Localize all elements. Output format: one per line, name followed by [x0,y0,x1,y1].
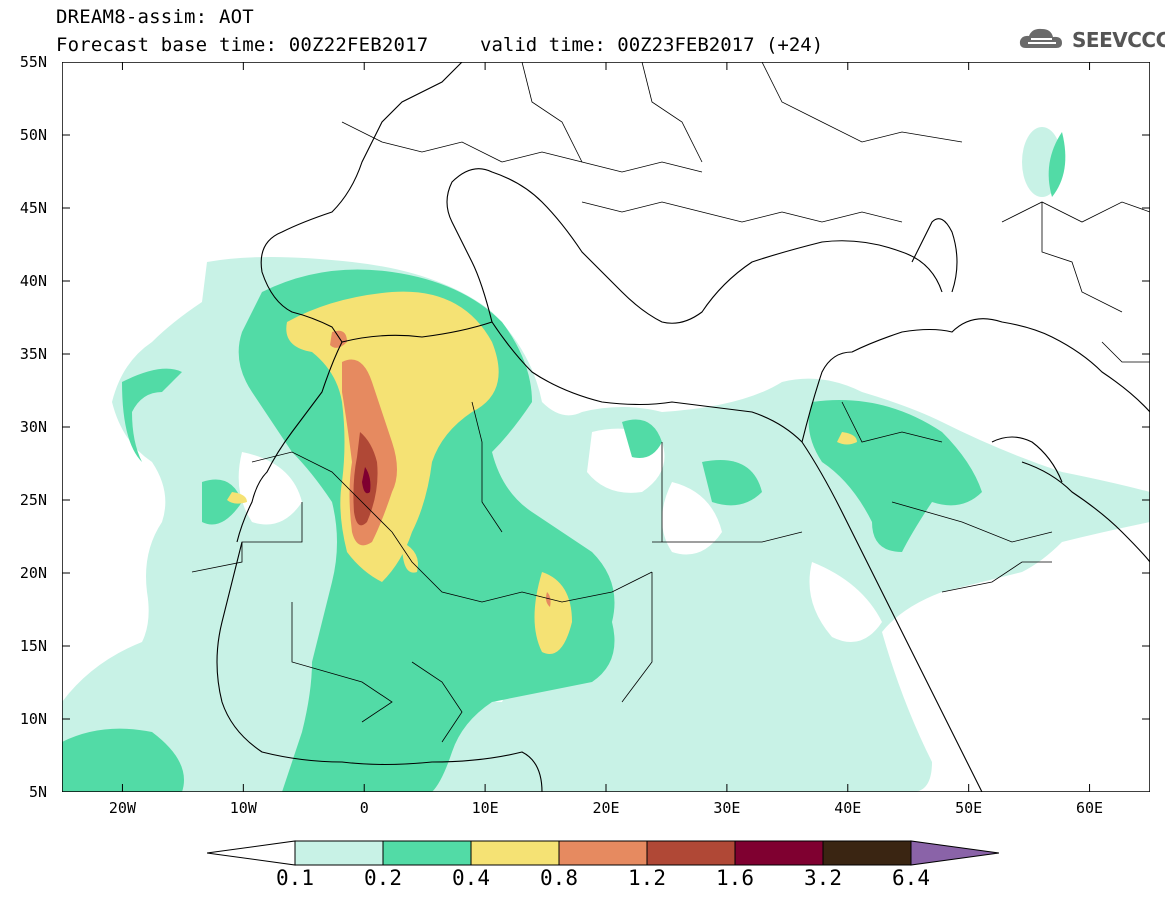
lon-label: 50E [955,799,983,817]
colorbar-under-triangle [207,840,296,866]
title-line-2: Forecast base time: 00Z22FEB2017 [56,34,429,56]
lat-label: 40N [19,272,47,290]
logo-text: SEEVCCC [1072,28,1165,52]
colorbar-label: 0.2 [364,866,402,890]
colorbar-label: 1.6 [716,866,754,890]
colorbar-segment [294,840,384,866]
coastlines [216,62,1150,792]
colorbar-label: 0.1 [276,866,314,890]
lat-label: 20N [19,564,47,582]
colorbar-label: 3.2 [804,866,842,890]
lon-label: 0 [359,799,369,817]
lat-label: 10N [19,710,47,728]
colorbar-label: 1.2 [628,866,666,890]
lon-label: 60E [1076,799,1104,817]
lon-label: 20W [108,799,136,817]
colorbar [207,840,999,866]
colorbar-segment [734,840,824,866]
lat-label: 15N [19,637,47,655]
colorbar-over-triangle [910,840,999,866]
colorbar-label: 6.4 [892,866,930,890]
lon-label: 10W [229,799,257,817]
colorbar-label: 0.4 [452,866,490,890]
borders [191,62,1150,743]
lon-label: 10E [471,799,499,817]
lat-label: 25N [19,491,47,509]
colorbar-segment [822,840,912,866]
lat-label: 50N [19,126,47,144]
lat-label: 35N [19,345,47,363]
colorbar-label: 0.8 [540,866,578,890]
colorbar-segment [558,840,648,866]
valid-time-label: valid time: 00Z23FEB2017 (+24) [480,34,824,56]
lat-label: 45N [19,199,47,217]
colorbar-segment [470,840,560,866]
cloud-logo-icon [1019,28,1062,48]
colorbar-segment [646,840,736,866]
lon-label: 30E [713,799,741,817]
lat-label: 55N [19,53,47,71]
colorbar-segment [382,840,472,866]
axis-ticks [62,62,1150,792]
lat-label: 5N [28,783,47,801]
lon-label: 20E [592,799,620,817]
title-line-1: DREAM8-assim: AOT [56,6,254,28]
lon-label: 40E [834,799,862,817]
aot-band-0.4 [227,291,857,654]
lat-label: 30N [19,418,47,436]
aot-band-1.6 [362,467,371,494]
aot-map [62,62,1150,792]
